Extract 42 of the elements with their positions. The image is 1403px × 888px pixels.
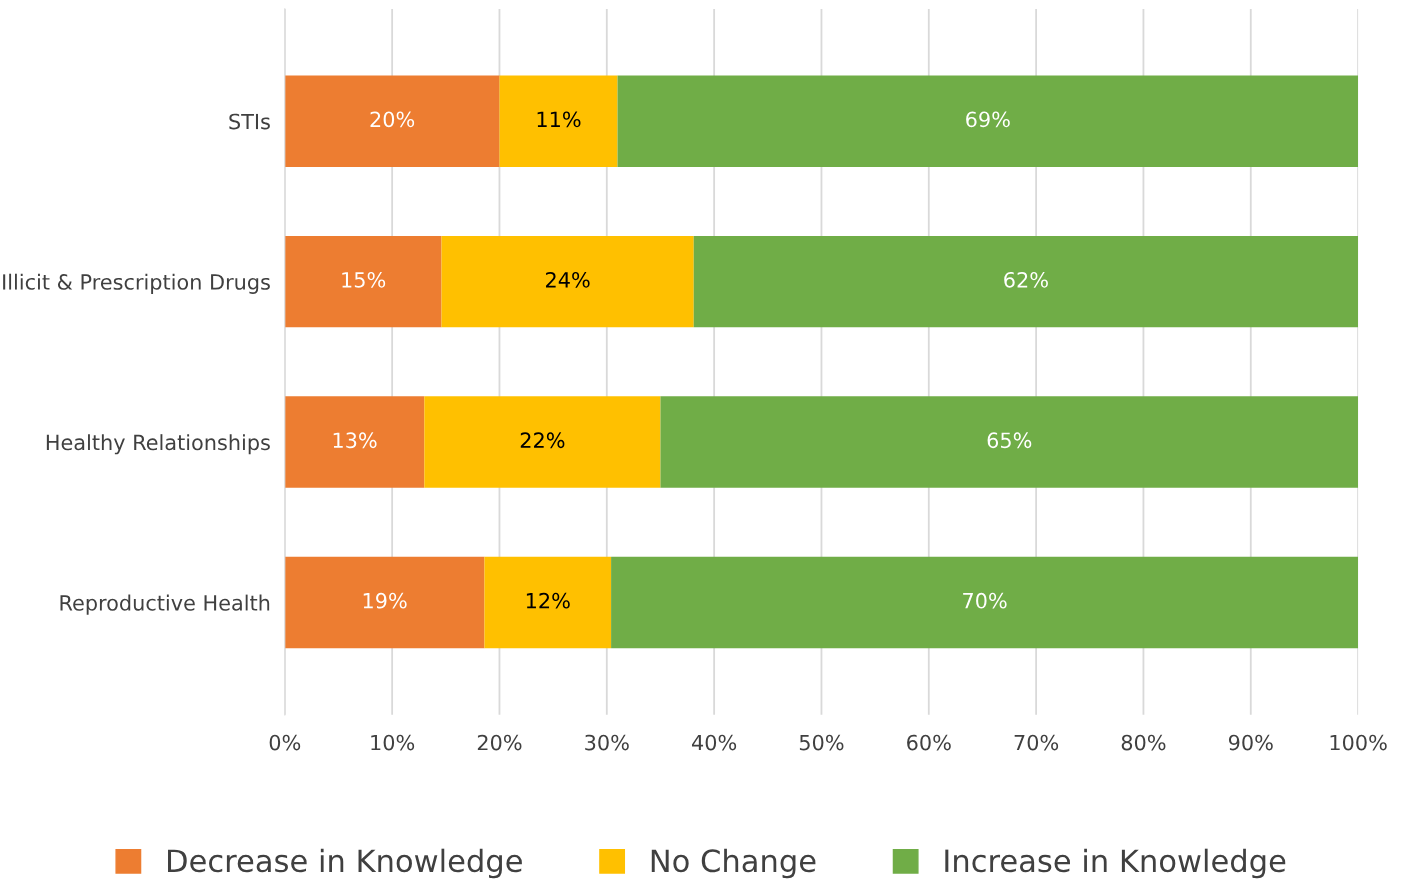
data-label: 11% bbox=[537, 111, 581, 128]
bar bbox=[284, 235, 442, 328]
data-label: 70% bbox=[963, 592, 1007, 609]
x-tick-label: 40% bbox=[691, 734, 737, 751]
x-tick-label: 30% bbox=[585, 734, 629, 751]
data-label: 69% bbox=[966, 111, 1010, 128]
x-tick-label: 0% bbox=[269, 734, 301, 751]
bar bbox=[284, 396, 425, 488]
data-label: 24% bbox=[546, 271, 590, 288]
data-label: 15% bbox=[342, 271, 386, 288]
bar bbox=[284, 556, 485, 649]
legend-label: Decrease in Knowledge bbox=[168, 848, 522, 879]
x-tick-label: 60% bbox=[907, 734, 951, 751]
x-tick-label: 100% bbox=[1330, 734, 1387, 751]
x-tick-label: 70% bbox=[1014, 734, 1059, 751]
y-tick-label: Reproductive Health bbox=[60, 594, 270, 615]
x-tick-label: 90% bbox=[1228, 734, 1273, 751]
bar bbox=[499, 75, 618, 167]
data-label: 13% bbox=[333, 432, 377, 449]
x-tick-label: 80% bbox=[1121, 734, 1166, 751]
data-label: 20% bbox=[370, 111, 415, 128]
data-label: 65% bbox=[987, 432, 1032, 449]
bar bbox=[611, 556, 1359, 649]
bar bbox=[284, 75, 500, 167]
x-tick-label: 20% bbox=[477, 734, 522, 751]
bar bbox=[424, 396, 661, 488]
data-label: 12% bbox=[526, 592, 570, 609]
legend-label: Increase in Knowledge bbox=[945, 848, 1286, 879]
x-tick-label: 50% bbox=[799, 734, 844, 751]
bar bbox=[617, 75, 1359, 167]
data-label: 19% bbox=[363, 592, 407, 609]
bar bbox=[441, 235, 694, 328]
bar bbox=[484, 556, 612, 649]
data-label: 62% bbox=[1004, 271, 1048, 288]
x-tick-label: 10% bbox=[371, 734, 415, 751]
y-tick-label: Healthy Relationships bbox=[46, 434, 270, 455]
y-tick-label: STIs bbox=[229, 113, 270, 130]
bar bbox=[693, 235, 1359, 328]
legend-label: No Change bbox=[651, 848, 816, 879]
data-label: 22% bbox=[520, 432, 565, 449]
y-tick-label: Illicit & Prescription Drugs bbox=[3, 273, 270, 294]
bar bbox=[660, 396, 1359, 488]
